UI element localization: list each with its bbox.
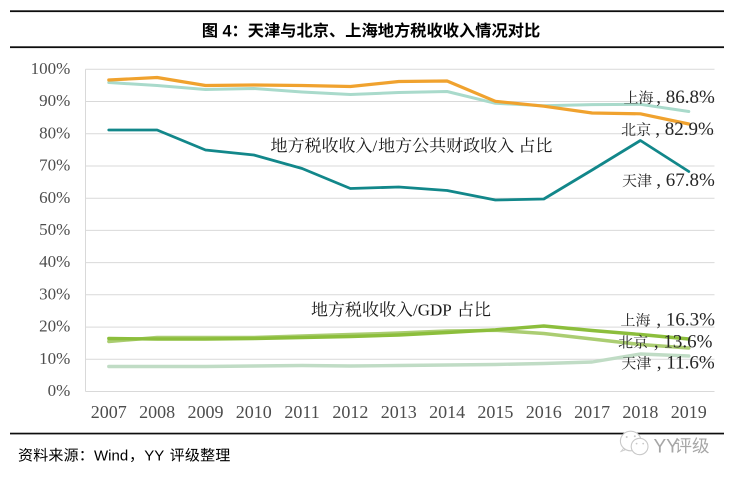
svg-text:YY: YY bbox=[144, 448, 164, 465]
svg-text:2017: 2017 bbox=[574, 402, 610, 422]
svg-text:/: / bbox=[373, 137, 378, 156]
svg-text:2019: 2019 bbox=[671, 402, 707, 422]
svg-text:2011: 2011 bbox=[284, 402, 319, 422]
svg-text:10%: 10% bbox=[39, 349, 70, 368]
svg-text:, 82.9%: , 82.9% bbox=[655, 119, 714, 140]
svg-text:30%: 30% bbox=[39, 284, 70, 303]
svg-text:40%: 40% bbox=[39, 252, 70, 271]
svg-text:80%: 80% bbox=[39, 123, 70, 142]
svg-text:2012: 2012 bbox=[332, 402, 368, 422]
svg-text:20%: 20% bbox=[39, 317, 70, 336]
svg-text:2016: 2016 bbox=[526, 402, 562, 422]
svg-text:, 11.6%: , 11.6% bbox=[657, 353, 715, 374]
svg-text:60%: 60% bbox=[39, 188, 70, 207]
svg-text:Wind: Wind bbox=[94, 448, 128, 465]
svg-text:2008: 2008 bbox=[139, 402, 175, 422]
svg-text:, 13.6%: , 13.6% bbox=[654, 332, 713, 353]
svg-text:4: 4 bbox=[223, 22, 232, 40]
svg-text:2013: 2013 bbox=[381, 402, 417, 422]
svg-text:70%: 70% bbox=[39, 156, 70, 175]
svg-text:0%: 0% bbox=[48, 381, 71, 400]
svg-text:, 86.8%: , 86.8% bbox=[656, 87, 715, 108]
svg-text:, 16.3%: , 16.3% bbox=[656, 310, 715, 331]
svg-text:2010: 2010 bbox=[236, 402, 272, 422]
svg-text:90%: 90% bbox=[39, 91, 70, 110]
svg-text:2018: 2018 bbox=[622, 402, 658, 422]
svg-text:2014: 2014 bbox=[429, 402, 465, 422]
svg-text:50%: 50% bbox=[39, 220, 70, 239]
svg-text:YY: YY bbox=[654, 437, 680, 458]
svg-text:100%: 100% bbox=[31, 59, 71, 78]
svg-text:2009: 2009 bbox=[188, 402, 224, 422]
svg-text:/GDP: /GDP bbox=[413, 301, 452, 320]
svg-text:2015: 2015 bbox=[477, 402, 513, 422]
svg-text:, 67.8%: , 67.8% bbox=[656, 170, 715, 191]
svg-text:2007: 2007 bbox=[91, 402, 127, 422]
